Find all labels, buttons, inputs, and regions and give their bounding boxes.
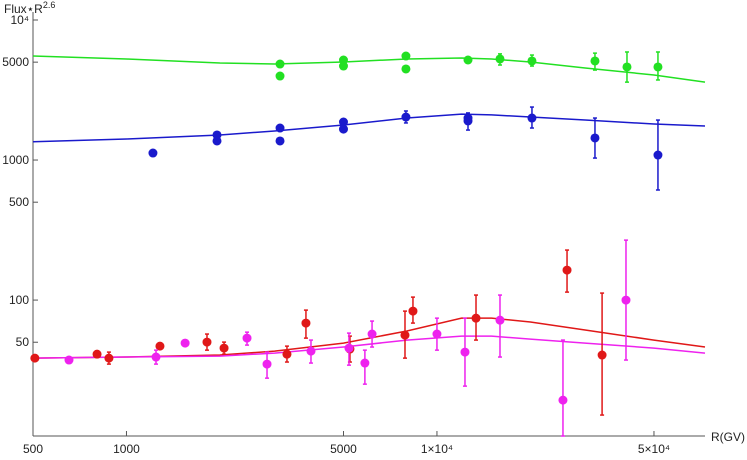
y-tick-label: 5000 bbox=[2, 55, 29, 69]
data-point bbox=[275, 123, 285, 133]
data-point bbox=[306, 346, 316, 356]
fit-line bbox=[32, 113, 706, 143]
data-point bbox=[622, 62, 632, 72]
data-point bbox=[338, 117, 348, 127]
data-point bbox=[180, 338, 190, 348]
data-point bbox=[621, 295, 631, 305]
x-tick-label: 5000 bbox=[330, 442, 357, 456]
data-point bbox=[275, 136, 285, 146]
data-point bbox=[262, 359, 272, 369]
data-point bbox=[338, 124, 348, 134]
data-point bbox=[344, 343, 354, 353]
data-point bbox=[301, 318, 311, 328]
y-tick-label: 500 bbox=[9, 195, 29, 209]
data-point bbox=[219, 343, 229, 353]
data-point bbox=[401, 51, 411, 61]
y-tick-label: 100 bbox=[9, 293, 29, 307]
data-point bbox=[242, 333, 252, 343]
data-point bbox=[151, 352, 161, 362]
data-point bbox=[527, 56, 537, 66]
y-axis-label-exponent: 2.6 bbox=[43, 0, 56, 10]
data-point bbox=[367, 329, 377, 339]
x-axis-label: R(GV) bbox=[711, 430, 745, 444]
data-point bbox=[401, 112, 411, 122]
data-point bbox=[527, 113, 537, 123]
data-point bbox=[92, 349, 102, 359]
data-point bbox=[460, 347, 470, 357]
data-point bbox=[148, 148, 158, 158]
data-point bbox=[597, 350, 607, 360]
y-tick-label: 50 bbox=[16, 335, 30, 349]
data-point bbox=[202, 337, 212, 347]
fit-line bbox=[32, 317, 706, 359]
data-point bbox=[562, 265, 572, 275]
data-point bbox=[338, 61, 348, 71]
y-tick-label: 10⁴ bbox=[10, 13, 29, 27]
y-tick-label: 1000 bbox=[2, 153, 29, 167]
data-point bbox=[275, 59, 285, 69]
x-tick-label: 1000 bbox=[113, 442, 140, 456]
data-point bbox=[64, 355, 74, 365]
data-point bbox=[155, 341, 165, 351]
data-point bbox=[275, 71, 285, 81]
data-point bbox=[432, 329, 442, 339]
data-point bbox=[401, 64, 411, 74]
data-point bbox=[408, 306, 418, 316]
fit-line bbox=[32, 55, 706, 83]
data-point bbox=[590, 56, 600, 66]
data-point bbox=[463, 116, 473, 126]
data-point bbox=[653, 150, 663, 160]
data-point bbox=[590, 133, 600, 143]
fit-line bbox=[32, 335, 706, 359]
data-point bbox=[104, 353, 114, 363]
data-point bbox=[282, 349, 292, 359]
x-tick-label: 1×10⁴ bbox=[421, 442, 453, 456]
data-point bbox=[400, 330, 410, 340]
x-tick-label: 500 bbox=[23, 442, 43, 456]
data-point bbox=[558, 395, 568, 405]
data-point bbox=[653, 62, 663, 72]
x-tick-label: 5×10⁴ bbox=[638, 442, 670, 456]
data-point bbox=[495, 54, 505, 64]
data-point bbox=[360, 358, 370, 368]
data-point bbox=[30, 353, 40, 363]
data-point bbox=[471, 313, 481, 323]
data-point bbox=[212, 136, 222, 146]
data-point bbox=[495, 315, 505, 325]
data-point bbox=[463, 55, 473, 65]
